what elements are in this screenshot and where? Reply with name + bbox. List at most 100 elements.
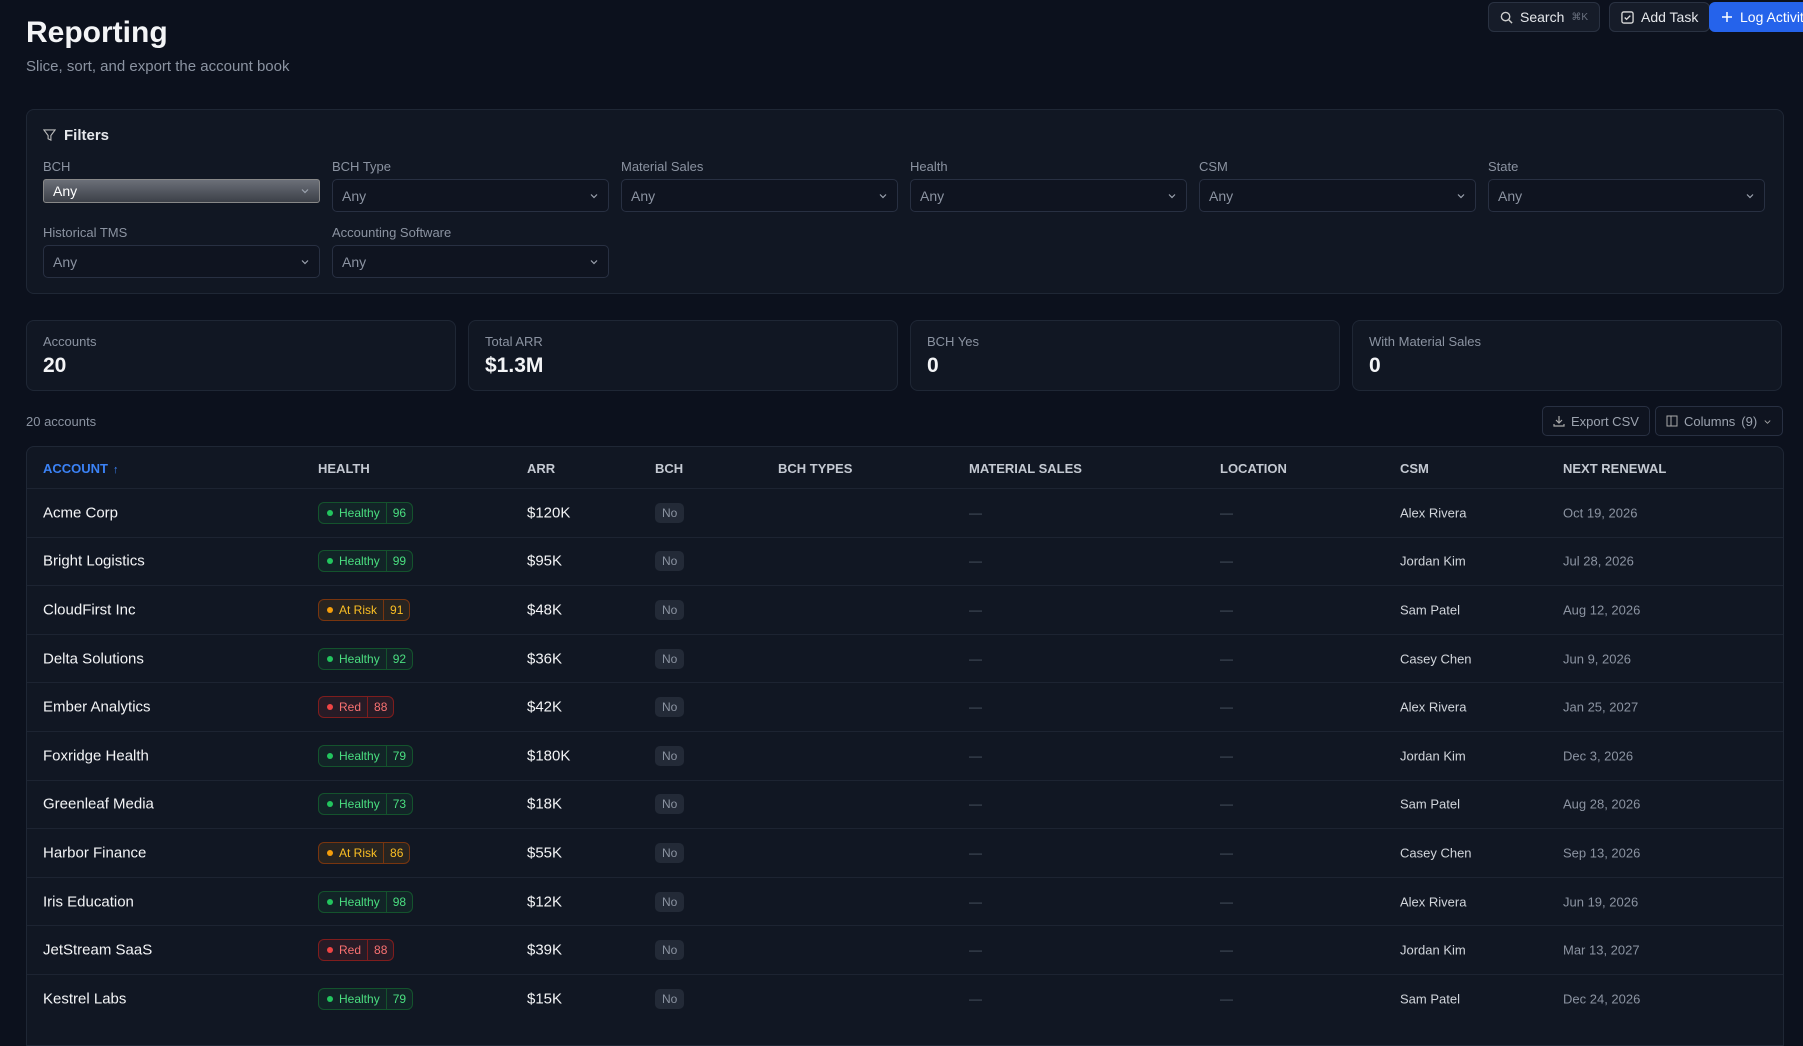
column-header[interactable]: ACCOUNT ↑ [43, 461, 119, 476]
column-header[interactable]: ARR [527, 461, 556, 476]
accounts-table: ACCOUNT ↑ HEALTH ARR BCH BCH TYPES MATERIAL SA… [26, 446, 1784, 1046]
table-row[interactable]: Greenleaf Media Healthy 73 $18K No — — Sam Pate… [27, 779, 1783, 829]
page-subtitle: Slice, sort, and export the account book [26, 58, 290, 75]
location: — [1220, 602, 1233, 618]
filter-value: Any [631, 187, 656, 204]
filter-value: Any [53, 183, 78, 199]
next-renewal: Dec 24, 2026 [1563, 991, 1641, 1007]
health-status: Healthy [319, 649, 386, 669]
health-status: Healthy [319, 503, 386, 523]
bch-badge: No [655, 842, 685, 863]
table-row[interactable]: Harbor Finance At Risk 86 $55K No — — Casey Che… [27, 828, 1783, 877]
arr: $36K [527, 650, 563, 668]
page: Reporting Slice, sort, and export the ac… [26, 2, 1803, 1046]
sort-indicator: ↑ [113, 464, 119, 476]
column-header[interactable]: MATERIAL SALES [969, 461, 1082, 476]
chevron [590, 259, 598, 264]
health-label: At Risk [339, 845, 378, 860]
health-pill: Healthy 96 [318, 501, 414, 524]
csm: Alex Rivera [1400, 894, 1467, 910]
account: Kestrel Labs [43, 990, 127, 1008]
column-header[interactable]: CSM [1400, 461, 1429, 476]
filter-select[interactable]: Any [43, 245, 320, 278]
health-pill: Red 88 [318, 939, 395, 962]
status-dot [327, 655, 333, 662]
arr: $95K [527, 552, 563, 570]
health-score: 79 [385, 745, 412, 766]
filter-select[interactable]: Any [332, 245, 609, 278]
filter-select[interactable]: Any [910, 179, 1187, 212]
export-button[interactable]: Export CSV [1542, 406, 1650, 436]
material-sales: — [969, 991, 982, 1007]
bch-badge: No [655, 551, 685, 572]
column-header[interactable]: HEALTH [318, 461, 370, 476]
chevron [1168, 193, 1176, 198]
csm: Casey Chen [1400, 651, 1472, 667]
filter-label: BCH Type [332, 159, 392, 174]
table-row[interactable]: Iris Education Healthy 98 $12K No — — Alex Rive… [27, 876, 1783, 926]
account: CloudFirst Inc [43, 601, 136, 619]
stat-label: With Material Sales [1369, 334, 1481, 349]
filter-select[interactable]: Any [1199, 179, 1476, 212]
table-row[interactable]: Delta Solutions Healthy 92 $36K No — — Casey Ch… [27, 633, 1783, 683]
column-header[interactable]: BCH TYPES [778, 461, 853, 476]
table-row[interactable]: JetStream SaaS Red 88 $39K No — — Jordan Kim Mar… [27, 925, 1783, 974]
health-score: 98 [385, 891, 412, 912]
column-header[interactable]: LOCATION [1220, 461, 1287, 476]
health-pill: Healthy 79 [318, 744, 414, 767]
table-row[interactable]: Acme Corp Healthy 96 $120K No — — Alex Rivera Oc… [27, 488, 1783, 537]
chevron [590, 193, 598, 198]
location: — [1220, 942, 1233, 958]
account: JetStream SaaS [43, 941, 153, 959]
stat-label: Total ARR [485, 334, 543, 349]
filter-label: State [1488, 159, 1519, 174]
stat-card: Total ARR $1.3M [468, 320, 898, 391]
bch-badge: No [655, 891, 685, 912]
account: Acme Corp [43, 504, 119, 522]
log-activity-button[interactable]: Log Activity [1709, 2, 1803, 32]
health-status: Healthy [319, 892, 386, 912]
status-dot [327, 509, 333, 516]
column-header[interactable]: BCH [655, 461, 684, 476]
health-pill: At Risk 91 [318, 598, 411, 621]
material-sales: — [969, 651, 982, 667]
health-pill: Healthy 92 [318, 647, 414, 670]
chevron [1746, 193, 1754, 198]
search-button[interactable]: Search ⌘K [1488, 2, 1601, 32]
table-row[interactable]: CloudFirst Inc At Risk 91 $48K No — — Sam Patel… [27, 585, 1783, 634]
add-task-button[interactable]: Add Task [1609, 2, 1711, 32]
health-pill: Healthy 73 [318, 793, 414, 816]
status-dot [327, 898, 333, 905]
arr: $55K [527, 844, 563, 862]
columns-icon [1666, 415, 1678, 427]
arr: $39K [527, 941, 563, 959]
stat-label: Accounts [43, 334, 97, 349]
account: Ember Analytics [43, 698, 151, 716]
filter-select[interactable]: Any [332, 179, 609, 212]
health-status: Red [319, 940, 367, 960]
columns-button[interactable]: Columns (9) [1655, 406, 1784, 436]
health-label: Healthy [339, 505, 380, 520]
filter-select[interactable]: Any [43, 179, 320, 203]
health-status: Healthy [319, 794, 386, 814]
health-label: Red [339, 943, 362, 958]
material-sales: — [969, 845, 982, 861]
filter-select[interactable]: Any [1488, 179, 1765, 212]
filters-panel: Filters BCH Any BCH Type Any Material Sales A… [26, 109, 1784, 294]
arr: $120K [527, 504, 571, 522]
filter-select[interactable]: Any [621, 179, 898, 212]
table-row[interactable]: Bright Logistics Healthy 99 $95K No — — Jordan … [27, 536, 1783, 586]
table-row[interactable]: Foxridge Health Healthy 79 $180K No — — Jordan … [27, 731, 1783, 780]
table-row[interactable]: Kestrel Labs Healthy 79 $15K No — — Sam Patel De… [27, 974, 1783, 1023]
material-sales: — [969, 505, 982, 521]
filter-value: Any [1498, 187, 1523, 204]
plus-icon [1722, 12, 1732, 22]
stat-label: BCH Yes [927, 334, 980, 349]
table-row[interactable]: Ember Analytics Red 88 $42K No — — Alex Rivera J… [27, 682, 1783, 731]
column-header[interactable]: NEXT RENEWAL [1563, 461, 1667, 476]
arr: $15K [527, 990, 563, 1008]
search-label: Search [1520, 9, 1565, 25]
health-label: Red [339, 700, 362, 715]
health-label: Healthy [339, 991, 380, 1006]
chevron [301, 259, 309, 264]
